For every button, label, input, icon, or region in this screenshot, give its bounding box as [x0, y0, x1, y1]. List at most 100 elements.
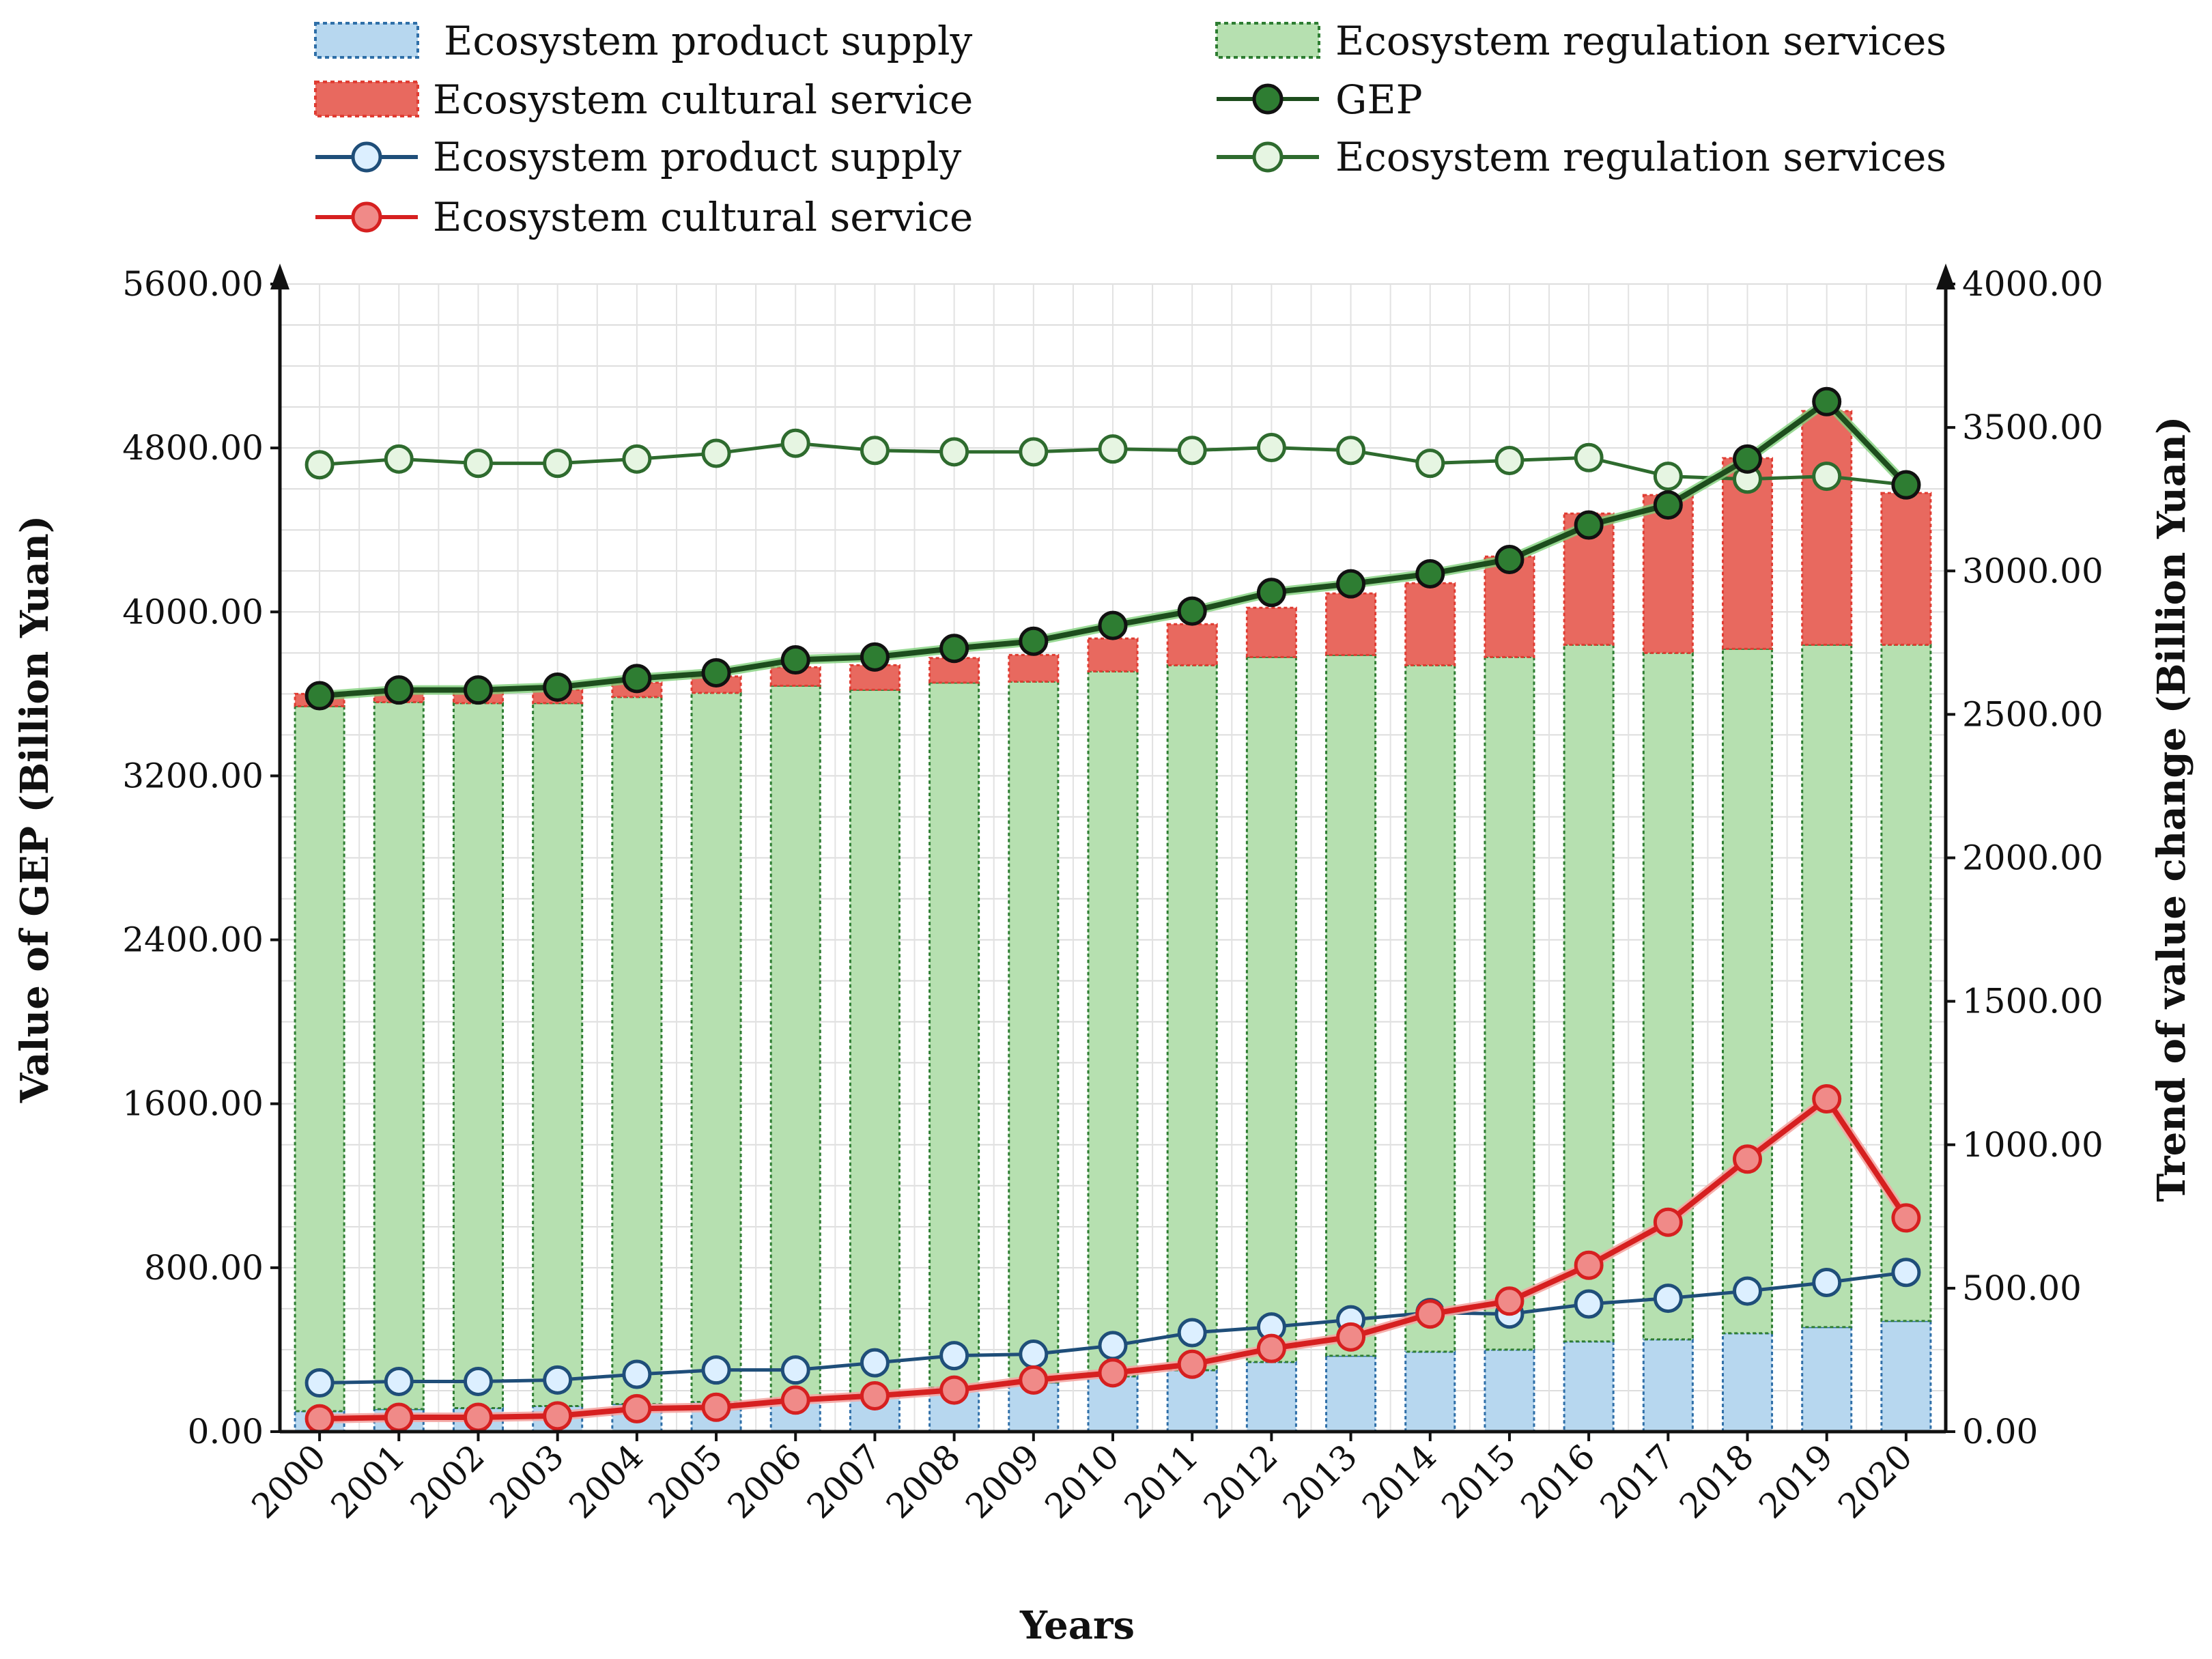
legend-marker-regulation [1252, 141, 1284, 173]
point-cultural-2005 [701, 1392, 731, 1422]
bar-supply-2017 [1642, 1338, 1694, 1433]
x-tick-label-2007: 2007 [799, 1436, 889, 1526]
point-supply-2008 [939, 1341, 969, 1371]
y-right-axis-title: Trend of value change (Billion Yuan) [2149, 416, 2194, 1202]
point-regulation-2014 [1415, 449, 1445, 479]
point-cultural-2004 [622, 1393, 652, 1423]
point-supply-2020 [1891, 1258, 1921, 1288]
bar-supply-2015 [1484, 1348, 1535, 1433]
point-cultural-2015 [1494, 1286, 1525, 1316]
bar-regulation-2002 [452, 702, 504, 1409]
point-cultural-2019 [1812, 1084, 1842, 1114]
point-regulation-2002 [463, 449, 493, 479]
point-cultural-2007 [860, 1380, 890, 1410]
point-gep-2020 [1891, 470, 1921, 500]
point-supply-2009 [1019, 1339, 1049, 1370]
point-supply-2002 [463, 1366, 493, 1396]
point-cultural-2014 [1415, 1299, 1445, 1329]
point-regulation-2008 [939, 437, 969, 467]
point-cultural-2008 [939, 1375, 969, 1405]
y-left-tick-label: 5600.00 [122, 264, 264, 304]
point-gep-2010 [1098, 610, 1128, 640]
y-left-tick-label: 3200.00 [122, 756, 264, 795]
bar-regulation-2003 [532, 702, 584, 1407]
point-supply-2011 [1177, 1318, 1207, 1348]
legend-swatch-bar-cultural [314, 81, 419, 117]
y-right-tick-label: 4000.00 [1962, 264, 2103, 304]
point-supply-2019 [1812, 1267, 1842, 1297]
point-supply-2017 [1653, 1284, 1683, 1314]
y-right-tick-label: 2500.00 [1962, 694, 2103, 734]
y-left-tick-label: 4800.00 [122, 428, 264, 468]
bar-regulation-2010 [1087, 670, 1139, 1378]
y-right-tick-label: 0.00 [1962, 1412, 2038, 1451]
point-gep-2007 [860, 642, 890, 672]
bar-regulation-2015 [1484, 655, 1535, 1351]
bar-supply-2019 [1801, 1326, 1853, 1433]
y-right-tick-label: 3500.00 [1962, 408, 2103, 447]
point-regulation-2015 [1494, 445, 1525, 475]
point-gep-2011 [1177, 596, 1207, 626]
bar-supply-2016 [1563, 1340, 1615, 1433]
point-supply-2000 [304, 1368, 335, 1398]
x-tick-label-2003: 2003 [482, 1436, 571, 1526]
y-right-tick-label: 1500.00 [1962, 982, 2103, 1021]
point-gep-2006 [780, 645, 810, 675]
bar-supply-2018 [1722, 1332, 1774, 1433]
x-tick-label-2010: 2010 [1037, 1436, 1126, 1526]
bar-supply-2011 [1166, 1369, 1218, 1433]
point-cultural-2001 [384, 1402, 414, 1432]
x-tick-label-2009: 2009 [958, 1436, 1047, 1526]
legend-swatch-bar-regulation [1215, 22, 1320, 59]
point-cultural-2012 [1256, 1333, 1286, 1363]
bar-regulation-2001 [373, 700, 425, 1410]
point-regulation-2004 [622, 444, 652, 474]
point-gep-2003 [543, 672, 573, 702]
bar-cultural-2020 [1880, 492, 1932, 646]
x-tick-label-2013: 2013 [1275, 1436, 1365, 1526]
point-gep-2012 [1256, 578, 1286, 608]
point-supply-2007 [860, 1348, 890, 1378]
point-supply-2018 [1733, 1276, 1763, 1306]
legend-label-bar-cultural: Ecosystem cultural service [433, 76, 973, 123]
point-gep-2005 [701, 657, 731, 687]
bar-cultural-2011 [1166, 623, 1218, 666]
bar-regulation-2014 [1404, 664, 1456, 1353]
x-tick-label-2019: 2019 [1751, 1436, 1841, 1526]
point-gep-2009 [1019, 626, 1049, 656]
bar-cultural-2010 [1087, 637, 1139, 672]
point-supply-2006 [780, 1355, 810, 1385]
point-supply-2003 [543, 1365, 573, 1395]
point-gep-2016 [1574, 510, 1604, 540]
x-tick-label-2004: 2004 [561, 1436, 651, 1526]
point-cultural-2010 [1098, 1358, 1128, 1388]
legend-swatch-bar-supply [314, 22, 419, 59]
legend-label-bar-regulation: Ecosystem regulation services [1335, 18, 1946, 64]
y-right-tick-label: 1000.00 [1962, 1125, 2103, 1165]
legend-label-line-regulation: Ecosystem regulation services [1335, 134, 1946, 180]
point-cultural-2009 [1019, 1365, 1049, 1395]
y-left-tick-label: 2400.00 [122, 920, 264, 960]
point-regulation-2005 [701, 438, 731, 468]
point-supply-2010 [1098, 1331, 1128, 1361]
trend-lines [304, 386, 1921, 1434]
point-regulation-2016 [1574, 442, 1604, 472]
bar-cultural-2013 [1325, 592, 1377, 656]
x-tick-label-2012: 2012 [1196, 1436, 1286, 1526]
legend-label-bar-supply: Ecosystem product supply [444, 18, 973, 64]
point-cultural-2002 [463, 1402, 493, 1432]
point-supply-2004 [622, 1359, 652, 1389]
x-tick-label-2011: 2011 [1117, 1436, 1206, 1526]
x-tick-label-2005: 2005 [641, 1436, 731, 1526]
bar-regulation-2000 [294, 705, 345, 1413]
y-left-tick-label: 800.00 [144, 1248, 264, 1288]
y-left-tick-label: 0.00 [188, 1412, 264, 1451]
point-cultural-2017 [1653, 1207, 1683, 1237]
bar-cultural-2019 [1801, 410, 1853, 646]
bar-regulation-2019 [1801, 643, 1853, 1329]
bar-cultural-2009 [1008, 653, 1060, 683]
x-tick-label-2008: 2008 [879, 1436, 968, 1526]
y-left-axis-title: Value of GEP (Billion Yuan) [12, 515, 57, 1104]
bar-cultural-2012 [1245, 606, 1297, 658]
bar-supply-2020 [1880, 1320, 1932, 1433]
